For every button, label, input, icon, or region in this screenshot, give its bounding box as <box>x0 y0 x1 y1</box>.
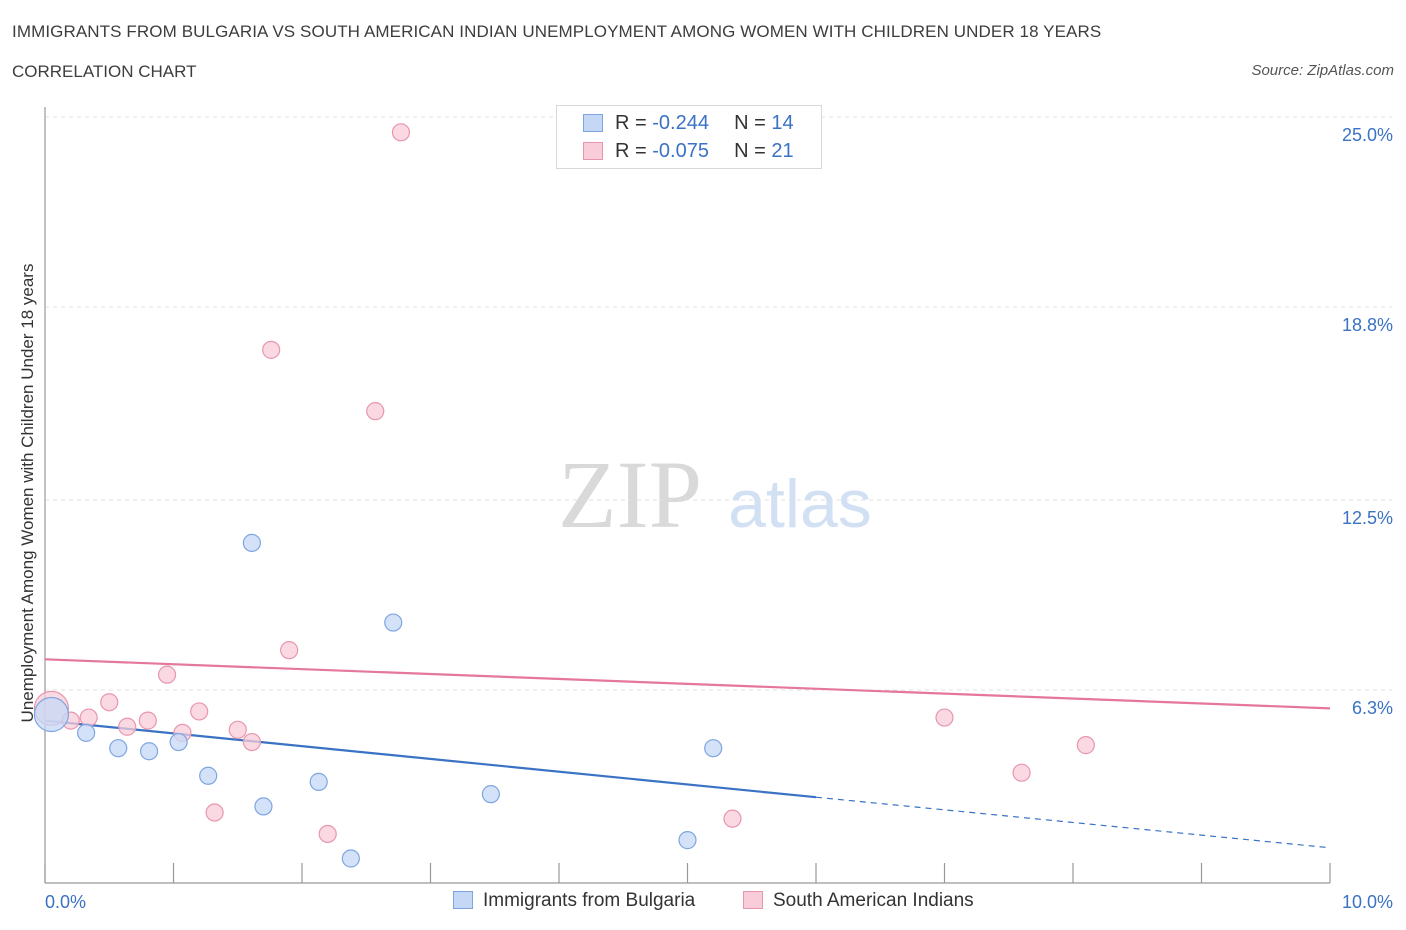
legend-n-label: N = <box>734 112 772 134</box>
point-south-american-indians <box>242 732 261 752</box>
point-south-american-indians <box>157 665 177 684</box>
point-south-american-indians <box>1076 736 1095 755</box>
legend-swatch-pink <box>743 891 763 909</box>
point-bulgaria <box>109 739 128 758</box>
point-south-american-indians <box>118 717 137 736</box>
legend-series-name: South American Indians <box>773 890 974 911</box>
legend-swatch-blue <box>453 891 473 909</box>
point-bulgaria <box>254 797 273 816</box>
point-south-american-indians <box>1012 763 1031 782</box>
point-south-american-indians <box>935 708 954 727</box>
source-credit: Source: ZipAtlas.com <box>1251 62 1394 79</box>
point-south-american-indians <box>318 824 337 844</box>
legend-n-value: 14 <box>771 112 794 134</box>
y-tick-label: 6.3% <box>1352 698 1393 718</box>
point-south-american-indians <box>100 693 119 712</box>
x-tick-label: 10.0% <box>1342 892 1393 912</box>
y-tick-label: 18.8% <box>1342 315 1393 335</box>
x-tick-label: 0.0% <box>45 892 86 912</box>
axes <box>44 107 1331 884</box>
point-south-american-indians <box>723 809 742 828</box>
legend-r-label: R = <box>615 112 653 134</box>
point-bulgaria <box>199 766 218 785</box>
point-south-american-indians <box>262 340 281 359</box>
y-axis-label: Unemployment Among Women with Children U… <box>18 264 37 723</box>
point-south-american-indians <box>228 720 247 739</box>
point-bulgaria <box>309 772 328 791</box>
point-south-american-indians <box>79 708 98 727</box>
legend-n-label: N = <box>734 140 772 162</box>
legend-r-label: R = <box>615 140 653 162</box>
watermark-zip: ZIP <box>558 441 702 548</box>
legend-swatch-blue <box>583 114 603 132</box>
point-south-american-indians <box>280 641 299 660</box>
point-bulgaria <box>704 739 723 758</box>
y-tick-label: 12.5% <box>1342 508 1393 528</box>
legend-n-value: 21 <box>771 140 794 162</box>
correlation-legend: R = -0.244 N = 14 R = -0.075 N = 21 <box>556 105 822 169</box>
trend-lines <box>44 658 1331 849</box>
point-bulgaria <box>169 732 188 752</box>
y-tick-label: 25.0% <box>1342 125 1393 145</box>
chart-title: IMMIGRANTS FROM BULGARIA VS SOUTH AMERIC… <box>12 22 1102 41</box>
point-bulgaria <box>77 723 96 742</box>
trend-line-bulgaria-extension <box>815 796 1331 849</box>
grid-lines <box>45 116 1392 691</box>
series-legend-south-american-indians: South American Indians <box>743 890 974 912</box>
point-south-american-indians <box>205 803 224 822</box>
point-bulgaria <box>481 785 500 804</box>
point-bulgaria <box>33 696 70 733</box>
legend-r-value: -0.244 <box>652 112 709 134</box>
trend-line-bulgaria <box>44 719 817 799</box>
point-bulgaria <box>384 613 403 632</box>
data-points <box>33 123 1095 868</box>
point-bulgaria <box>341 849 360 868</box>
point-south-american-indians <box>190 702 209 721</box>
legend-series-name: Immigrants from Bulgaria <box>483 890 696 911</box>
point-bulgaria <box>242 533 261 552</box>
chart-subtitle: CORRELATION CHART <box>12 62 197 81</box>
point-south-american-indians <box>366 402 385 421</box>
point-south-american-indians <box>138 711 157 730</box>
series-legend-bulgaria: Immigrants from Bulgaria <box>453 890 695 912</box>
point-bulgaria <box>139 742 159 761</box>
point-bulgaria <box>678 831 697 850</box>
legend-r-value: -0.075 <box>652 140 709 162</box>
trend-line-south-american-indians <box>44 658 1331 710</box>
legend-swatch-pink <box>583 142 603 160</box>
tick-labels: 6.3% 12.5% 18.8% 25.0% 0.0% 10.0% <box>45 125 1393 912</box>
point-south-american-indians <box>391 123 411 142</box>
watermark-atlas: atlas <box>728 466 872 542</box>
